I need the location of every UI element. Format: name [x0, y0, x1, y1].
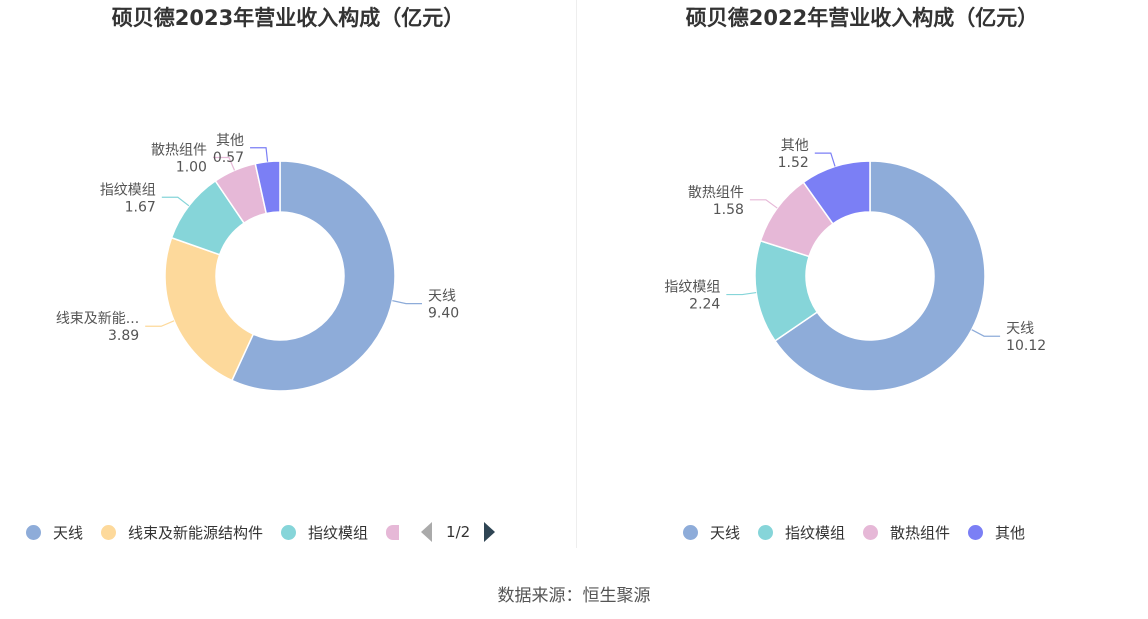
legend-item-cooling-partial[interactable]	[386, 524, 411, 540]
leader-line-cooling	[212, 156, 236, 171]
leader-line-cooling	[749, 199, 778, 209]
leader-line-antenna	[971, 329, 1001, 337]
slice-value-harness-structural: 3.89	[108, 328, 139, 344]
legend-label: 散热组件	[890, 523, 951, 542]
legend-item-antenna[interactable]: 天线	[683, 522, 740, 543]
legend-item-other[interactable]: 其他	[968, 522, 1025, 543]
leader-line-other	[814, 152, 836, 167]
leader-line-fingerprint-module	[161, 196, 190, 207]
legend-label: 天线	[53, 523, 84, 542]
slice-value-cooling: 1.00	[176, 160, 207, 176]
slice-label-cooling: 散热组件	[688, 185, 744, 201]
slice-label-fingerprint-module: 指纹模组	[100, 182, 156, 198]
slice-label-antenna: 天线	[1006, 321, 1034, 337]
chart-title-2023: 硕贝德2023年营业收入构成（亿元）	[111, 6, 465, 30]
legend-marker	[683, 524, 698, 540]
legend-label: 指纹模组	[785, 523, 846, 542]
legend-marker	[386, 524, 400, 540]
slice-antenna	[230, 160, 396, 392]
legend-marker	[758, 524, 774, 540]
legend-item-fingerprint-module[interactable]: 指纹模组	[281, 522, 368, 543]
slice-other	[254, 160, 281, 215]
leader-line-fingerprint-module	[726, 291, 757, 296]
slice-other	[802, 160, 871, 225]
legend-label: 天线	[710, 523, 741, 542]
legend-label: 指纹模组	[308, 523, 369, 542]
legend-item-cooling[interactable]: 散热组件	[863, 522, 950, 543]
slice-value-antenna: 10.12	[1006, 338, 1046, 354]
legend-marker	[281, 524, 297, 540]
slice-label-fingerprint-module: 指纹模组	[664, 280, 720, 296]
slice-antenna	[774, 160, 986, 392]
slice-label-other: 其他	[216, 133, 244, 149]
slice-label-cooling: 散热组件	[151, 143, 207, 159]
leader-line-other	[250, 147, 269, 162]
legend-marker	[26, 524, 41, 540]
pager-indicator: 1/2	[446, 523, 471, 541]
legend-item-antenna[interactable]: 天线	[26, 522, 83, 543]
legend-item-harness-structural[interactable]: 线束及新能源结构件	[101, 522, 263, 543]
legend-marker	[968, 524, 984, 540]
slice-value-cooling: 1.58	[713, 202, 744, 218]
leader-line-harness-structural	[145, 320, 175, 327]
slice-label-antenna: 天线	[428, 289, 456, 305]
legend-2022: 天线 指纹模组 散热组件 其他	[683, 518, 1043, 546]
legend-pager: 1/2	[421, 522, 496, 542]
pager-prev-icon[interactable]	[421, 522, 433, 542]
leader-line-antenna	[392, 300, 423, 305]
data-source-note: 数据来源：恒生聚源	[497, 586, 651, 606]
chart-divider	[576, 0, 577, 548]
slice-value-other: 1.52	[778, 155, 809, 171]
slice-value-fingerprint-module: 1.67	[125, 199, 156, 215]
pager-next-icon[interactable]	[484, 522, 496, 542]
chart-title-2022: 硕贝德2022年营业收入构成（亿元）	[685, 6, 1039, 30]
legend-label: 线束及新能源结构件	[128, 523, 264, 542]
legend-label: 其他	[995, 523, 1026, 542]
legend-item-fingerprint-module[interactable]: 指纹模组	[758, 522, 845, 543]
legend-2023: 天线 线束及新能源结构件 指纹模组 1/2	[26, 518, 496, 546]
slice-harness-structural	[164, 236, 255, 382]
legend-marker	[863, 524, 879, 540]
slice-value-other: 0.57	[213, 150, 244, 166]
legend-marker	[101, 524, 117, 540]
slice-label-harness-structural: 线束及新能...	[56, 311, 139, 327]
slice-value-antenna: 9.40	[428, 306, 459, 322]
slice-label-other: 其他	[781, 138, 809, 154]
slice-value-fingerprint-module: 2.24	[689, 297, 720, 313]
